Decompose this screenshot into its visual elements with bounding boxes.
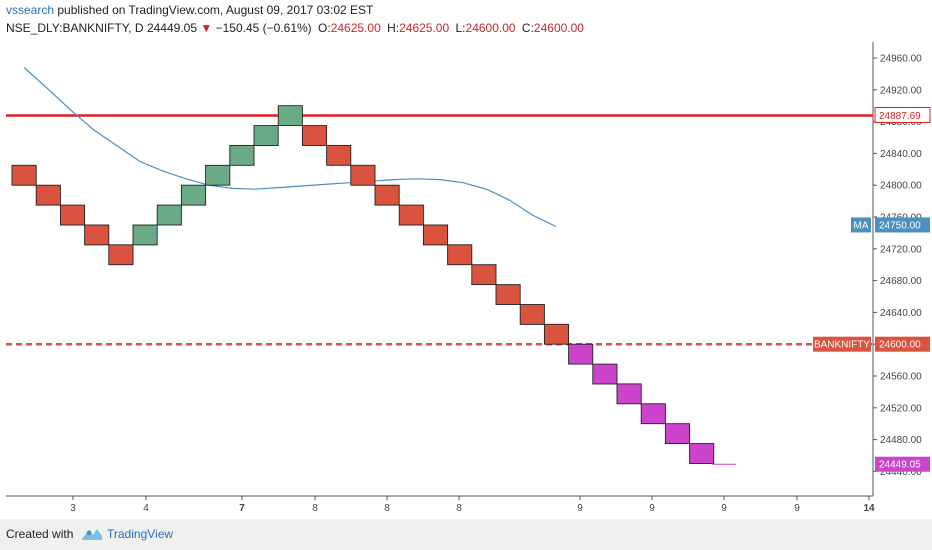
renko-brick (229, 144, 255, 166)
published-text: published on TradingView.com, August 09,… (57, 3, 374, 17)
moving-average-line (23, 67, 557, 228)
last-price-box (875, 456, 930, 472)
renko-brick (326, 144, 352, 166)
symbol-name: NSE_DLY:BANKNIFTY, D (6, 21, 144, 35)
created-with-text: Created with (6, 527, 74, 541)
x-tick-label: 9 (794, 503, 800, 514)
resistance-price-box (874, 106, 931, 123)
footer: Created with TradingView (0, 519, 932, 550)
renko-brick (108, 244, 134, 266)
renko-brick (35, 184, 61, 206)
renko-brick (11, 164, 37, 186)
banknifty-tag-label: BANKNIFTY (814, 340, 870, 351)
x-tick-label: 7 (239, 503, 245, 514)
renko-brick (543, 323, 570, 345)
renko-brick (132, 224, 158, 246)
x-tick-label: 4 (143, 503, 149, 514)
current-price-label: 24600.00 (879, 340, 921, 351)
y-tick-label: 24800.00 (880, 181, 922, 192)
open-label: O: (318, 21, 331, 35)
x-tick-label: 14 (863, 503, 875, 514)
renko-brick (398, 204, 424, 226)
renko-brick (689, 443, 715, 464)
x-tick-label: 3 (70, 503, 76, 514)
current-price-box (875, 336, 930, 352)
renko-brick (84, 224, 110, 246)
tradingview-brand-link[interactable]: TradingView (107, 527, 174, 541)
y-tick-label: 24840.00 (880, 149, 922, 160)
x-tick-label: 9 (649, 503, 655, 514)
y-tick-label: 24960.00 (880, 54, 922, 65)
low-label: L: (455, 21, 466, 35)
last-price: 24449.05 (146, 21, 198, 35)
renko-brick (519, 304, 545, 325)
renko-brick (422, 224, 449, 246)
renko-brick (253, 125, 279, 146)
y-tick-label: 24560.00 (880, 372, 922, 383)
y-tick-label: 24680.00 (880, 276, 922, 287)
resistance-price-label: 24887.69 (879, 111, 921, 122)
x-tick-label: 8 (384, 503, 390, 514)
renko-chart[interactable]: 24960.0024920.0024880.0024840.0024800.00… (0, 0, 932, 519)
banknifty-tag-box (813, 336, 871, 352)
price-change: −150.45 (−0.61%) (215, 21, 312, 35)
renko-brick (205, 164, 231, 186)
renko-brick (592, 363, 618, 385)
y-tick-label: 24720.00 (880, 244, 922, 255)
renko-brick (495, 284, 521, 305)
renko-brick (180, 184, 207, 206)
close-value: 24600.00 (533, 21, 584, 35)
publisher-name[interactable]: vssearch (6, 3, 55, 17)
y-tick-label: 24480.00 (880, 435, 922, 446)
ma-tag-box (851, 217, 871, 233)
high-value: 24625.00 (399, 21, 450, 35)
symbol-bar: NSE_DLY:BANKNIFTY, D 24449.05 ▼ −150.45 … (6, 21, 584, 35)
renko-brick (156, 204, 182, 226)
ma-tag-label: MA (854, 220, 869, 231)
renko-brick (59, 204, 86, 226)
close-label: C: (521, 21, 534, 35)
renko-brick (664, 423, 691, 445)
y-tick-label: 24920.00 (880, 85, 922, 96)
y-tick-label: 24520.00 (880, 403, 922, 414)
y-tick-label: 24440.00 (880, 467, 922, 478)
low-value: 24600.00 (465, 21, 516, 35)
renko-brick (447, 244, 473, 266)
x-tick-label: 9 (577, 503, 583, 514)
x-tick-label: 8 (456, 503, 462, 514)
renko-brick (640, 403, 666, 425)
publish-info: vssearch published on TradingView.com, A… (6, 3, 373, 17)
renko-brick (616, 383, 642, 405)
last-price-label: 24449.05 (879, 460, 921, 471)
change-arrow-icon: ▼ (200, 21, 213, 35)
x-tick-label: 8 (312, 503, 318, 514)
tradingview-logo-icon[interactable] (80, 525, 104, 543)
open-value: 24625.00 (330, 21, 381, 35)
y-tick-label: 24640.00 (880, 308, 922, 319)
renko-brick (374, 184, 400, 206)
ma-price-box (875, 217, 930, 233)
renko-brick (301, 125, 328, 146)
renko-brick (277, 105, 303, 127)
renko-brick (568, 343, 594, 365)
x-tick-label: 9 (721, 503, 727, 514)
ma-price-label: 24750.00 (879, 220, 921, 231)
renko-brick (350, 164, 376, 186)
high-label: H: (387, 21, 400, 35)
renko-brick (471, 264, 497, 286)
